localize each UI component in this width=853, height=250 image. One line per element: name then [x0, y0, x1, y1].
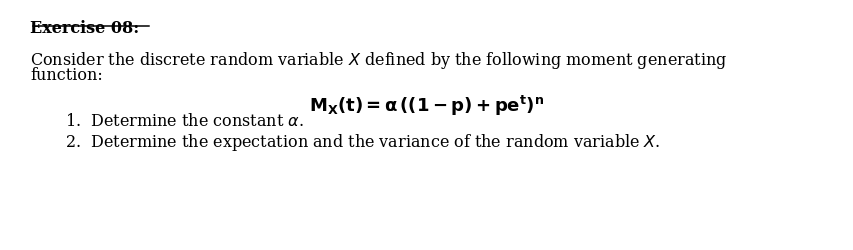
Text: 1.  Determine the constant $\alpha$.: 1. Determine the constant $\alpha$. — [65, 113, 304, 130]
Text: $\mathbf{M_X(t) = \alpha\,((1-p)+pe^t)^n}$: $\mathbf{M_X(t) = \alpha\,((1-p)+pe^t)^n… — [309, 94, 544, 118]
Text: 2.  Determine the expectation and the variance of the random variable $X$.: 2. Determine the expectation and the var… — [65, 132, 659, 153]
Text: Exercise 08:: Exercise 08: — [30, 20, 139, 37]
Text: function:: function: — [30, 67, 102, 84]
Text: Consider the discrete random variable $X$ defined by the following moment genera: Consider the discrete random variable $X… — [30, 50, 727, 71]
